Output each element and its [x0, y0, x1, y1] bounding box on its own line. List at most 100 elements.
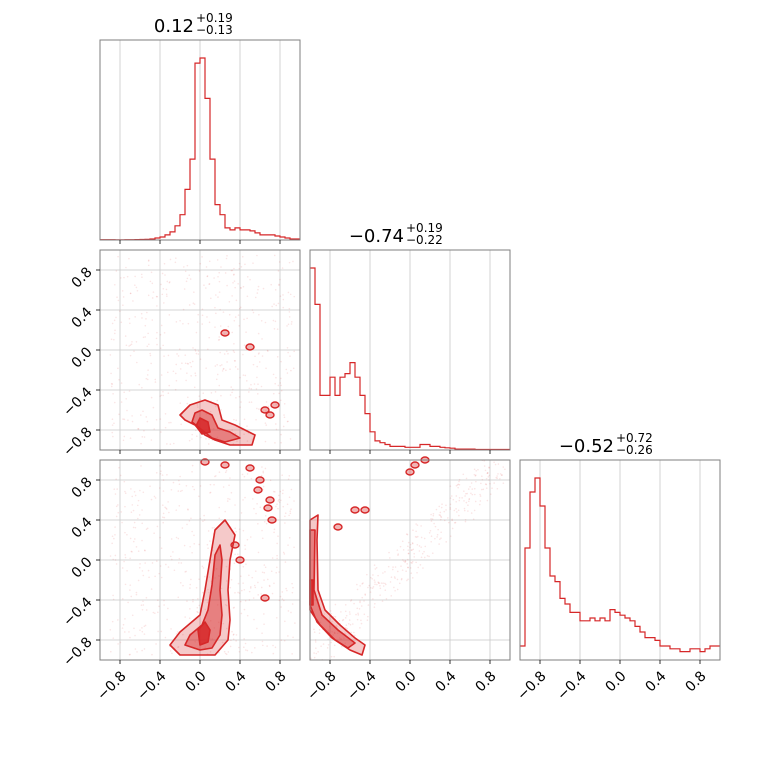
scatter-point — [146, 345, 149, 348]
scatter-point — [154, 381, 157, 383]
x-tick-label: −0.8 — [304, 668, 339, 703]
scatter-point — [293, 500, 295, 502]
scatter-point — [275, 423, 277, 425]
scatter-point — [486, 499, 489, 502]
scatter-point — [129, 344, 132, 347]
scatter-point — [129, 537, 132, 540]
scatter-point — [203, 514, 205, 517]
scatter-point — [194, 640, 196, 643]
scatter-point — [239, 376, 241, 379]
scatter-point — [436, 536, 438, 538]
scatter-point — [432, 512, 435, 515]
scatter-point — [399, 545, 402, 548]
scatter-point — [190, 578, 192, 581]
scatter-point — [277, 535, 279, 537]
scatter-point — [185, 379, 187, 382]
scatter-point — [350, 631, 352, 634]
scatter-point — [467, 504, 469, 507]
scatter-point — [277, 500, 280, 502]
scatter-point — [242, 565, 245, 568]
scatter-point — [363, 613, 366, 616]
scatter-point — [407, 578, 409, 581]
scatter-point — [376, 583, 378, 586]
scatter-point — [292, 367, 295, 370]
scatter-point — [207, 348, 209, 351]
scatter-point — [111, 431, 114, 434]
scatter-point — [273, 528, 276, 531]
scatter-point — [130, 595, 133, 598]
scatter-point — [211, 638, 214, 640]
param-title-minus-error: −0.22 — [406, 233, 443, 247]
scatter-point — [475, 469, 478, 472]
scatter-point — [110, 650, 112, 653]
scatter-point — [129, 437, 132, 439]
scatter-point — [479, 500, 482, 502]
scatter-point — [209, 540, 211, 542]
scatter-point — [287, 635, 289, 637]
scatter-point — [271, 592, 274, 595]
scatter-point — [276, 355, 279, 358]
scatter-point — [120, 511, 123, 513]
scatter-point — [344, 610, 347, 613]
scatter-point — [265, 424, 268, 426]
scatter-point — [413, 552, 415, 555]
scatter-point — [110, 338, 113, 341]
scatter-point — [155, 471, 158, 474]
scatter-point — [339, 638, 342, 640]
scatter-point — [257, 353, 260, 355]
scatter-point — [113, 283, 116, 286]
scatter-point — [150, 362, 152, 365]
scatter-point — [183, 266, 185, 268]
scatter-point — [131, 415, 133, 417]
scatter-point — [273, 327, 276, 330]
scatter-point — [449, 503, 452, 506]
scatter-point — [261, 644, 264, 647]
scatter-point — [189, 587, 191, 589]
scatter-point — [481, 475, 483, 478]
scatter-point — [501, 474, 503, 476]
y-tick-label: −0.8 — [60, 634, 95, 669]
scatter-point — [209, 492, 211, 494]
scatter-point — [168, 384, 171, 387]
scatter-point — [237, 582, 240, 585]
scatter-point — [271, 557, 274, 559]
scatter-point — [181, 362, 183, 364]
scatter-point — [136, 289, 139, 292]
scatter-point — [499, 473, 502, 475]
contour-fill-level-2 — [192, 410, 240, 442]
scatter-point — [263, 613, 265, 615]
scatter-point — [248, 574, 250, 577]
scatter-point — [144, 549, 146, 552]
scatter-point — [257, 332, 260, 335]
scatter-point — [359, 600, 361, 602]
scatter-point — [246, 473, 249, 475]
scatter-point — [141, 509, 143, 511]
y-tick-label: 0.0 — [69, 554, 96, 581]
scatter-point — [502, 466, 505, 468]
scatter-point — [272, 644, 274, 647]
scatter-point — [194, 348, 196, 351]
scatter-point — [438, 514, 441, 516]
scatter-point — [290, 323, 293, 325]
scatter-point — [272, 373, 275, 376]
scatter-point — [122, 623, 125, 626]
scatter-point — [394, 589, 396, 592]
scatter-point — [420, 546, 423, 548]
scatter-point — [155, 295, 158, 298]
scatter-point — [483, 465, 486, 467]
scatter-point — [192, 598, 194, 601]
scatter-point — [344, 642, 347, 644]
scatter-point — [341, 619, 344, 622]
scatter-point — [179, 319, 181, 322]
scatter-point — [113, 401, 116, 404]
scatter-point — [261, 529, 263, 532]
scatter-point — [362, 582, 364, 584]
scatter-point — [141, 386, 143, 389]
scatter-point — [481, 478, 484, 481]
scatter-point — [357, 612, 359, 615]
scatter-point — [161, 504, 164, 506]
scatter-point — [438, 505, 441, 508]
scatter-point — [369, 591, 372, 593]
scatter-point — [287, 544, 289, 546]
scatter-point — [232, 633, 235, 636]
